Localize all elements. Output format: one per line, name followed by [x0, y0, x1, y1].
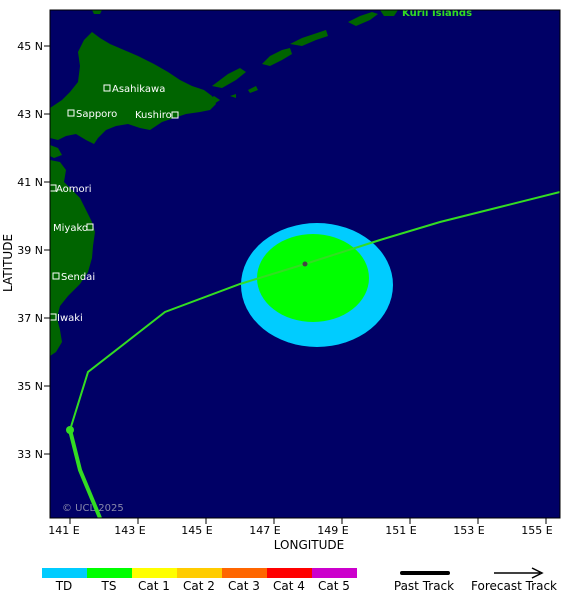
- past-track-label: Past Track: [394, 579, 454, 593]
- city-label-aomori: Aomori: [56, 184, 92, 195]
- city-label-miyako: Miyako: [53, 223, 88, 234]
- kuril-island: [248, 86, 258, 93]
- current-position-marker: [302, 261, 308, 267]
- city-marker: [50, 184, 57, 192]
- lon-tick-label: 145 E: [181, 524, 212, 537]
- legend-label-ts: TS: [101, 579, 117, 593]
- legend-swatch-cat3: [222, 568, 267, 578]
- legend-swatch-cat5: [312, 568, 357, 578]
- city-label-sapporo: Sapporo: [76, 109, 117, 120]
- kuril-island: [262, 48, 292, 66]
- kuril-island: [212, 68, 246, 88]
- legend-label-cat4: Cat 4: [273, 579, 305, 593]
- kuril-island: [380, 10, 398, 16]
- legend-swatch-td: [42, 568, 87, 578]
- legend-swatch-cat2: [177, 568, 222, 578]
- ts-wind-swath: [257, 234, 369, 322]
- copyright-text: © UCL 2025: [62, 503, 124, 514]
- lat-tick-label: 43 N: [17, 108, 43, 121]
- legend-label-cat2: Cat 2: [183, 579, 215, 593]
- lat-tick-label: 41 N: [17, 176, 43, 189]
- lat-tick-label: 35 N: [17, 380, 43, 393]
- lon-tick-label: 141 E: [48, 524, 79, 537]
- early-track-line: [68, 429, 102, 518]
- plot-border: [49, 9, 561, 519]
- city-marker: [171, 111, 179, 119]
- city-label-iwaki: Iwaki: [57, 313, 83, 324]
- kuril-island: [208, 96, 220, 104]
- legend-swatch-cat1: [132, 568, 177, 578]
- arrow-head-icon: [531, 567, 544, 579]
- kuril-island: [348, 12, 378, 26]
- city-marker: [86, 223, 94, 231]
- lon-tick-label: 147 E: [249, 524, 280, 537]
- lon-tick-label: 143 E: [114, 524, 145, 537]
- legend-label-td: TD: [55, 579, 73, 593]
- x-axis-title: LONGITUDE: [274, 538, 344, 552]
- city-marker: [103, 84, 111, 92]
- honshu-landmass: [50, 160, 95, 356]
- lon-tick-label: 149 E: [317, 524, 348, 537]
- forecast-track-label: Forecast Track: [471, 579, 557, 593]
- lat-tick-label: 37 N: [17, 312, 43, 325]
- lon-tick-label: 153 E: [453, 524, 484, 537]
- honshu-tip: [50, 145, 62, 158]
- city-marker: [52, 272, 60, 280]
- legend-swatch-ts: [87, 568, 132, 578]
- kuril-island: [290, 30, 328, 46]
- kuril-island: [230, 94, 236, 98]
- lat-tick-label: 33 N: [17, 448, 43, 461]
- city-marker: [67, 109, 75, 117]
- y-axis-title: LATITUDE: [1, 234, 15, 292]
- city-label-asahikawa: Asahikawa: [112, 84, 165, 95]
- legend-label-cat5: Cat 5: [318, 579, 350, 593]
- legend-swatch-cat4: [267, 568, 312, 578]
- lat-tick-label: 45 N: [17, 40, 43, 53]
- city-label-kushiro: Kushiro: [135, 110, 172, 121]
- tick-marks: [44, 45, 547, 524]
- track-point: [66, 426, 74, 434]
- track-legend: Past Track Forecast Track: [394, 567, 557, 593]
- legend-label-cat3: Cat 3: [228, 579, 260, 593]
- lon-tick-label: 155 E: [521, 524, 552, 537]
- lat-tick-label: 39 N: [17, 244, 43, 257]
- hokkaido-landmass: [50, 32, 216, 144]
- region-label-kuril: Kuril Islands: [402, 8, 472, 19]
- city-label-sendai: Sendai: [61, 272, 95, 283]
- kuril-island: [92, 10, 102, 14]
- legend-label-cat1: Cat 1: [138, 579, 170, 593]
- city-marker: [50, 313, 57, 321]
- category-legend: TD TS Cat 1 Cat 2 Cat 3 Cat 4 Cat 5: [42, 568, 357, 593]
- lon-tick-label: 151 E: [385, 524, 416, 537]
